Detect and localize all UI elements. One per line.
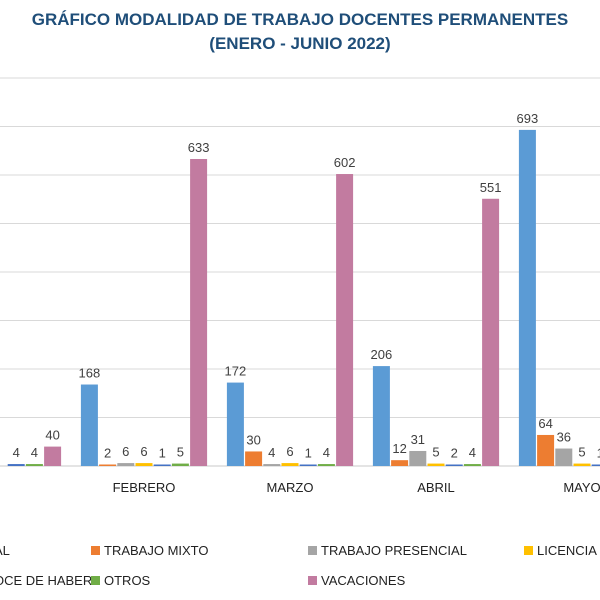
data-label: 551 [480, 180, 502, 195]
legend-label: OCE DE HABER [0, 573, 92, 588]
bar-enero-s4 [7, 464, 25, 466]
legend-label: OTROS [104, 573, 151, 588]
data-label: 5 [578, 445, 585, 460]
bar-marzo-s1 [245, 451, 263, 466]
data-label: 1 [159, 446, 166, 461]
bar-febrero-s0 [80, 384, 98, 466]
bar-abril-s2 [409, 450, 427, 466]
bar-febrero-s3 [135, 463, 153, 466]
bar-abril-s5 [463, 464, 481, 466]
data-label: 64 [538, 416, 552, 431]
chart-subtitle: (ENERO - JUNIO 2022) [209, 34, 391, 53]
bar-mayo-s4 [591, 464, 600, 466]
bar-febrero-s6 [190, 158, 208, 466]
bar-abril-s3 [427, 463, 445, 466]
legend-label: VACACIONES [321, 573, 406, 588]
data-label: 40 [45, 428, 59, 443]
bar-marzo-s0 [226, 382, 244, 466]
bar-marzo-s5 [317, 464, 335, 466]
data-label: 693 [517, 111, 539, 126]
data-label: 31 [411, 432, 425, 447]
data-label: 172 [225, 364, 247, 379]
data-label: 602 [334, 155, 356, 170]
legend-label: TRABAJO PRESENCIAL [321, 543, 467, 558]
bar-mayo-s0 [518, 129, 536, 466]
data-label: 2 [451, 446, 458, 461]
x-tick-label: MARZO [267, 480, 314, 495]
data-label: 6 [140, 444, 147, 459]
data-label: 4 [31, 445, 38, 460]
bar-abril-s0 [372, 366, 390, 466]
data-label: 4 [268, 445, 275, 460]
data-label: 5 [177, 445, 184, 460]
data-label: 30 [246, 432, 260, 447]
data-label: 633 [188, 140, 210, 155]
legend-label: LICENCIA [537, 543, 597, 558]
bar-marzo-s6 [336, 174, 354, 466]
data-label: 4 [13, 445, 20, 460]
data-label: 36 [557, 430, 571, 445]
bar-marzo-s2 [263, 464, 281, 466]
data-label: 4 [323, 445, 330, 460]
bar-febrero-s1 [99, 464, 117, 466]
chart-title: GRÁFICO MODALIDAD DE TRABAJO DOCENTES PE… [31, 10, 569, 29]
data-label: 12 [392, 441, 406, 456]
data-label: 5 [432, 445, 439, 460]
legend-swatch [91, 546, 100, 555]
data-label: 206 [371, 347, 393, 362]
chart-title-block: GRÁFICO MODALIDAD DE TRABAJO DOCENTES PE… [0, 8, 600, 56]
legend-swatch [308, 546, 317, 555]
legend-swatch [91, 576, 100, 585]
bar-enero-s6 [44, 446, 62, 466]
bar-febrero-s4 [153, 464, 171, 466]
data-label: 6 [122, 444, 129, 459]
data-label: 168 [79, 366, 101, 381]
bar-abril-s4 [445, 464, 463, 466]
x-tick-label: MAYO [563, 480, 600, 495]
legend-swatch [308, 576, 317, 585]
x-tick-label: FEBRERO [113, 480, 176, 495]
bar-febrero-s5 [171, 463, 189, 466]
bar-marzo-s4 [299, 464, 317, 466]
data-label: 6 [286, 444, 293, 459]
bar-mayo-s2 [555, 448, 573, 466]
data-label: 1 [305, 446, 312, 461]
data-label: 4 [469, 445, 476, 460]
legend-swatch [524, 546, 533, 555]
bar-mayo-s1 [537, 434, 555, 466]
data-label: 1 [597, 446, 600, 461]
bar-abril-s1 [391, 460, 409, 466]
bar-marzo-s3 [281, 463, 299, 466]
bar-enero-s5 [25, 464, 43, 466]
legend-label: AL [0, 543, 10, 558]
data-label: 2 [104, 446, 111, 461]
bar-mayo-s3 [573, 463, 591, 466]
bar-abril-s6 [482, 198, 500, 466]
legend-label: TRABAJO MIXTO [104, 543, 209, 558]
bar-febrero-s2 [117, 463, 135, 466]
x-tick-label: ABRIL [417, 480, 455, 495]
